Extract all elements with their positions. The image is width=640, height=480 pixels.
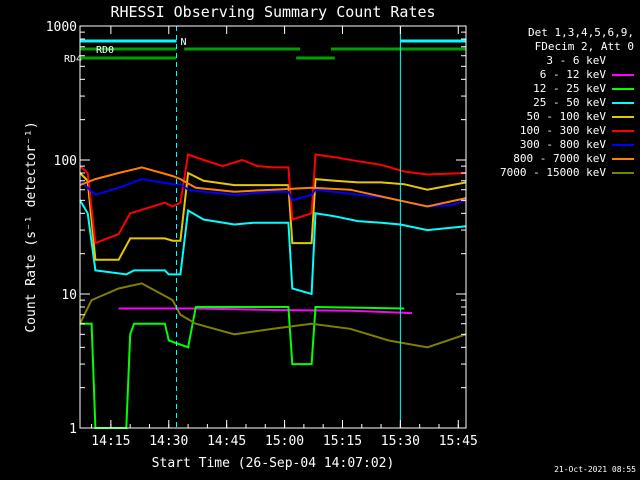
x-tick-label-1: 14:30 [149,434,188,449]
series-line-7 [79,166,467,208]
state-bar-label-0: N [181,37,187,48]
legend-entry-7: 800 - 7000 keV [500,152,634,166]
series-line-2 [80,305,405,429]
x-tick-label-3: 15:00 [265,434,304,449]
y-tick-label-1: 10 [61,288,77,303]
legend-entry-1: 6 - 12 keV [500,68,634,82]
series-line-8 [79,282,467,349]
state-bar-label-1: RD0 [96,45,114,56]
legend-entry-label: 50 - 100 keV [526,110,606,123]
legend-entry-label: 100 - 300 keV [519,124,606,137]
legend-entry-label: 25 - 50 keV [533,96,606,109]
series-line-5 [79,153,467,245]
legend-swatch [612,74,634,76]
x-tick-label-0: 14:15 [91,434,130,449]
series-line-1 [118,307,413,315]
legend-entry-6: 300 - 800 keV [500,138,634,152]
legend-entry-4: 50 - 100 keV [500,110,634,124]
legend-swatch [612,130,634,132]
legend-entry-label: 12 - 25 keV [533,82,606,95]
series-line-0 [80,391,467,429]
legend-header-line: FDecim 2, Att 0 [534,40,634,53]
legend-swatch [612,60,634,62]
legend-entry-3: 25 - 50 keV [500,96,634,110]
footer-timestamp: 21-Oct-2021 08:55 [554,465,636,474]
x-tick-label-6: 15:45 [439,434,478,449]
legend-entry-label: 800 - 7000 keV [513,152,606,165]
series-line-4 [79,171,467,261]
y-tick-label-0: 1 [69,422,77,437]
chart-title: RHESSI Observing Summary Count Rates [110,3,435,21]
legend-entry-label: 7000 - 15000 keV [500,166,606,179]
y-axis-label: Count Rate (s⁻¹ detector⁻¹) [24,121,39,332]
legend-swatch [612,158,634,160]
legend-entry-label: 300 - 800 keV [519,138,606,151]
x-tick-label-4: 15:15 [323,434,362,449]
legend-entry-0: 3 - 6 keV [500,54,634,68]
legend-swatch [612,172,634,174]
plot-frame [79,25,467,429]
legend-swatch [612,116,634,118]
x-tick-label-2: 14:45 [207,434,246,449]
legend-entry-label: 6 - 12 keV [539,68,606,81]
x-axis-label: Start Time (26-Sep-04 14:07:02) [152,456,395,471]
legend-header-line: Det 1,3,4,5,6,9, [528,26,634,39]
legend-swatch [612,144,634,146]
legend-entry-label: 3 - 6 keV [546,54,606,67]
y-tick-label-3: 1000 [46,20,77,35]
series-line-3 [79,199,467,296]
legend-swatch [612,88,634,90]
legend-entry-2: 12 - 25 keV [500,82,634,96]
legend-swatch [612,102,634,104]
x-tick-label-5: 15:30 [381,434,420,449]
state-bar-label-2: RD4 [64,54,82,65]
legend-entry-5: 100 - 300 keV [500,124,634,138]
y-tick-label-2: 100 [54,154,77,169]
legend-entry-8: 7000 - 15000 keV [500,166,634,180]
legend: Det 1,3,4,5,6,9, FDecim 2, Att 0 3 - 6 k… [500,26,634,180]
